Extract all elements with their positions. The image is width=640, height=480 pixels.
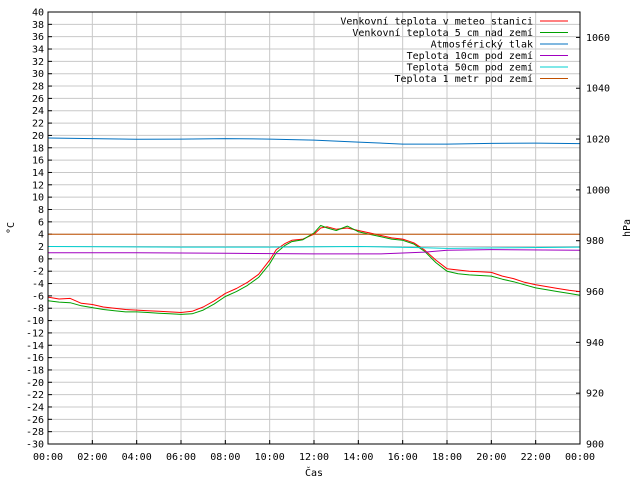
legend-label: Teplota 1 metr pod zemí xyxy=(395,73,533,85)
series-line-3 xyxy=(47,137,581,145)
y-tick-label: 0 xyxy=(38,254,44,265)
y-tick-label: -16 xyxy=(26,353,44,364)
y-tick-label: 22 xyxy=(32,119,44,130)
legend-label: Venkovní teplota v meteo stanici xyxy=(340,16,533,28)
legend: Venkovní teplota v meteo staniciVenkovní… xyxy=(340,16,568,85)
y-tick-label: 12 xyxy=(32,180,44,191)
y-tick-label: 32 xyxy=(32,57,44,68)
y2-tick-label: 980 xyxy=(586,236,604,247)
x-tick-label: 02:00 xyxy=(77,452,107,463)
y-tick-label: 8 xyxy=(38,205,44,216)
plot-border xyxy=(47,11,581,445)
legend-label: Teplota 10cm pod zemí xyxy=(407,50,533,62)
y-tick-label: 34 xyxy=(32,45,44,56)
y-tick-label: 6 xyxy=(38,217,44,228)
y-tick-label: -2 xyxy=(32,267,44,278)
y2-tick-label: 1040 xyxy=(586,84,610,95)
y-tick-label: -6 xyxy=(32,291,44,302)
x-tick-label: 06:00 xyxy=(166,452,196,463)
y-tick-label: 30 xyxy=(32,69,44,80)
x-tick-label: 00:00 xyxy=(565,452,595,463)
y-tick-label: 38 xyxy=(32,20,44,31)
y-tick-label: -26 xyxy=(26,415,44,426)
y-tick-label: -4 xyxy=(32,279,44,290)
x-tick-label: 18:00 xyxy=(432,452,462,463)
y-tick-label: -20 xyxy=(26,378,44,389)
y2-tick-label: 1000 xyxy=(586,185,610,196)
x-tick-label: 12:00 xyxy=(299,452,329,463)
y-tick-label: -18 xyxy=(26,365,44,376)
y2-tick-label: 1020 xyxy=(586,135,610,146)
legend-label: Atmosférický tlak xyxy=(431,39,533,51)
y-tick-label: 18 xyxy=(32,143,44,154)
x-tick-label: 16:00 xyxy=(388,452,418,463)
y-tick-label: 14 xyxy=(32,168,44,179)
x-tick-label: 10:00 xyxy=(255,452,285,463)
y-tick-label: -30 xyxy=(26,440,44,451)
y-tick-label: -10 xyxy=(26,316,44,327)
series-line-4 xyxy=(48,249,581,255)
y2-tick-label: 940 xyxy=(586,338,604,349)
x-tick-label: 08:00 xyxy=(210,452,240,463)
y2-tick-label: 1060 xyxy=(586,33,610,44)
x-axis-tick-labels: 00:00 02:00 04:00 06:00 08:00 10:00 12:00 14:00… xyxy=(33,452,595,463)
grid xyxy=(47,11,581,445)
y-tick-label: -8 xyxy=(32,304,44,315)
y-tick-label: 28 xyxy=(32,82,44,93)
legend-label: Venkovní teplota 5 cm nad zemí xyxy=(352,27,533,39)
y2-axis-label: hPa xyxy=(622,219,633,237)
y-tick-label: 10 xyxy=(32,193,44,204)
y-tick-label: -14 xyxy=(26,341,44,352)
y2-tick-label: 920 xyxy=(586,389,604,400)
y-tick-label: 4 xyxy=(38,230,44,241)
x-tick-label: 14:00 xyxy=(343,452,373,463)
series-lines xyxy=(47,137,581,315)
y-tick-label: 16 xyxy=(32,156,44,167)
legend-label: Teplota 50cm pod zemí xyxy=(407,62,533,74)
series-line-5 xyxy=(47,246,581,249)
y-axis-label: °C xyxy=(6,222,17,234)
series-line-2 xyxy=(47,225,581,315)
y-tick-label: 36 xyxy=(32,32,44,43)
y2-axis-tick-labels: 900 920 940 960 980 1000 1020 1040 1060 xyxy=(586,33,610,451)
x-tick-label: 00:00 xyxy=(33,452,63,463)
y-tick-label: 26 xyxy=(32,94,44,105)
y-tick-label: -28 xyxy=(26,427,44,438)
y-tick-label: -22 xyxy=(26,390,44,401)
y-tick-label: -24 xyxy=(26,402,44,413)
x-tick-label: 22:00 xyxy=(521,452,551,463)
x-tick-label: 04:00 xyxy=(122,452,152,463)
y-tick-label: 20 xyxy=(32,131,44,142)
x-axis-label: Čas xyxy=(305,466,323,479)
x-tick-label: 20:00 xyxy=(476,452,506,463)
y-tick-label: 40 xyxy=(32,8,44,19)
y2-tick-label: 900 xyxy=(586,440,604,451)
y-tick-label: 24 xyxy=(32,106,44,117)
y2-tick-label: 960 xyxy=(586,287,604,298)
y-tick-label: -12 xyxy=(26,328,44,339)
y-axis-tick-labels: -30-28-26-24-22-20-18-16-14-12-10-8-6-4-… xyxy=(26,8,44,451)
y-tick-label: 2 xyxy=(38,242,44,253)
